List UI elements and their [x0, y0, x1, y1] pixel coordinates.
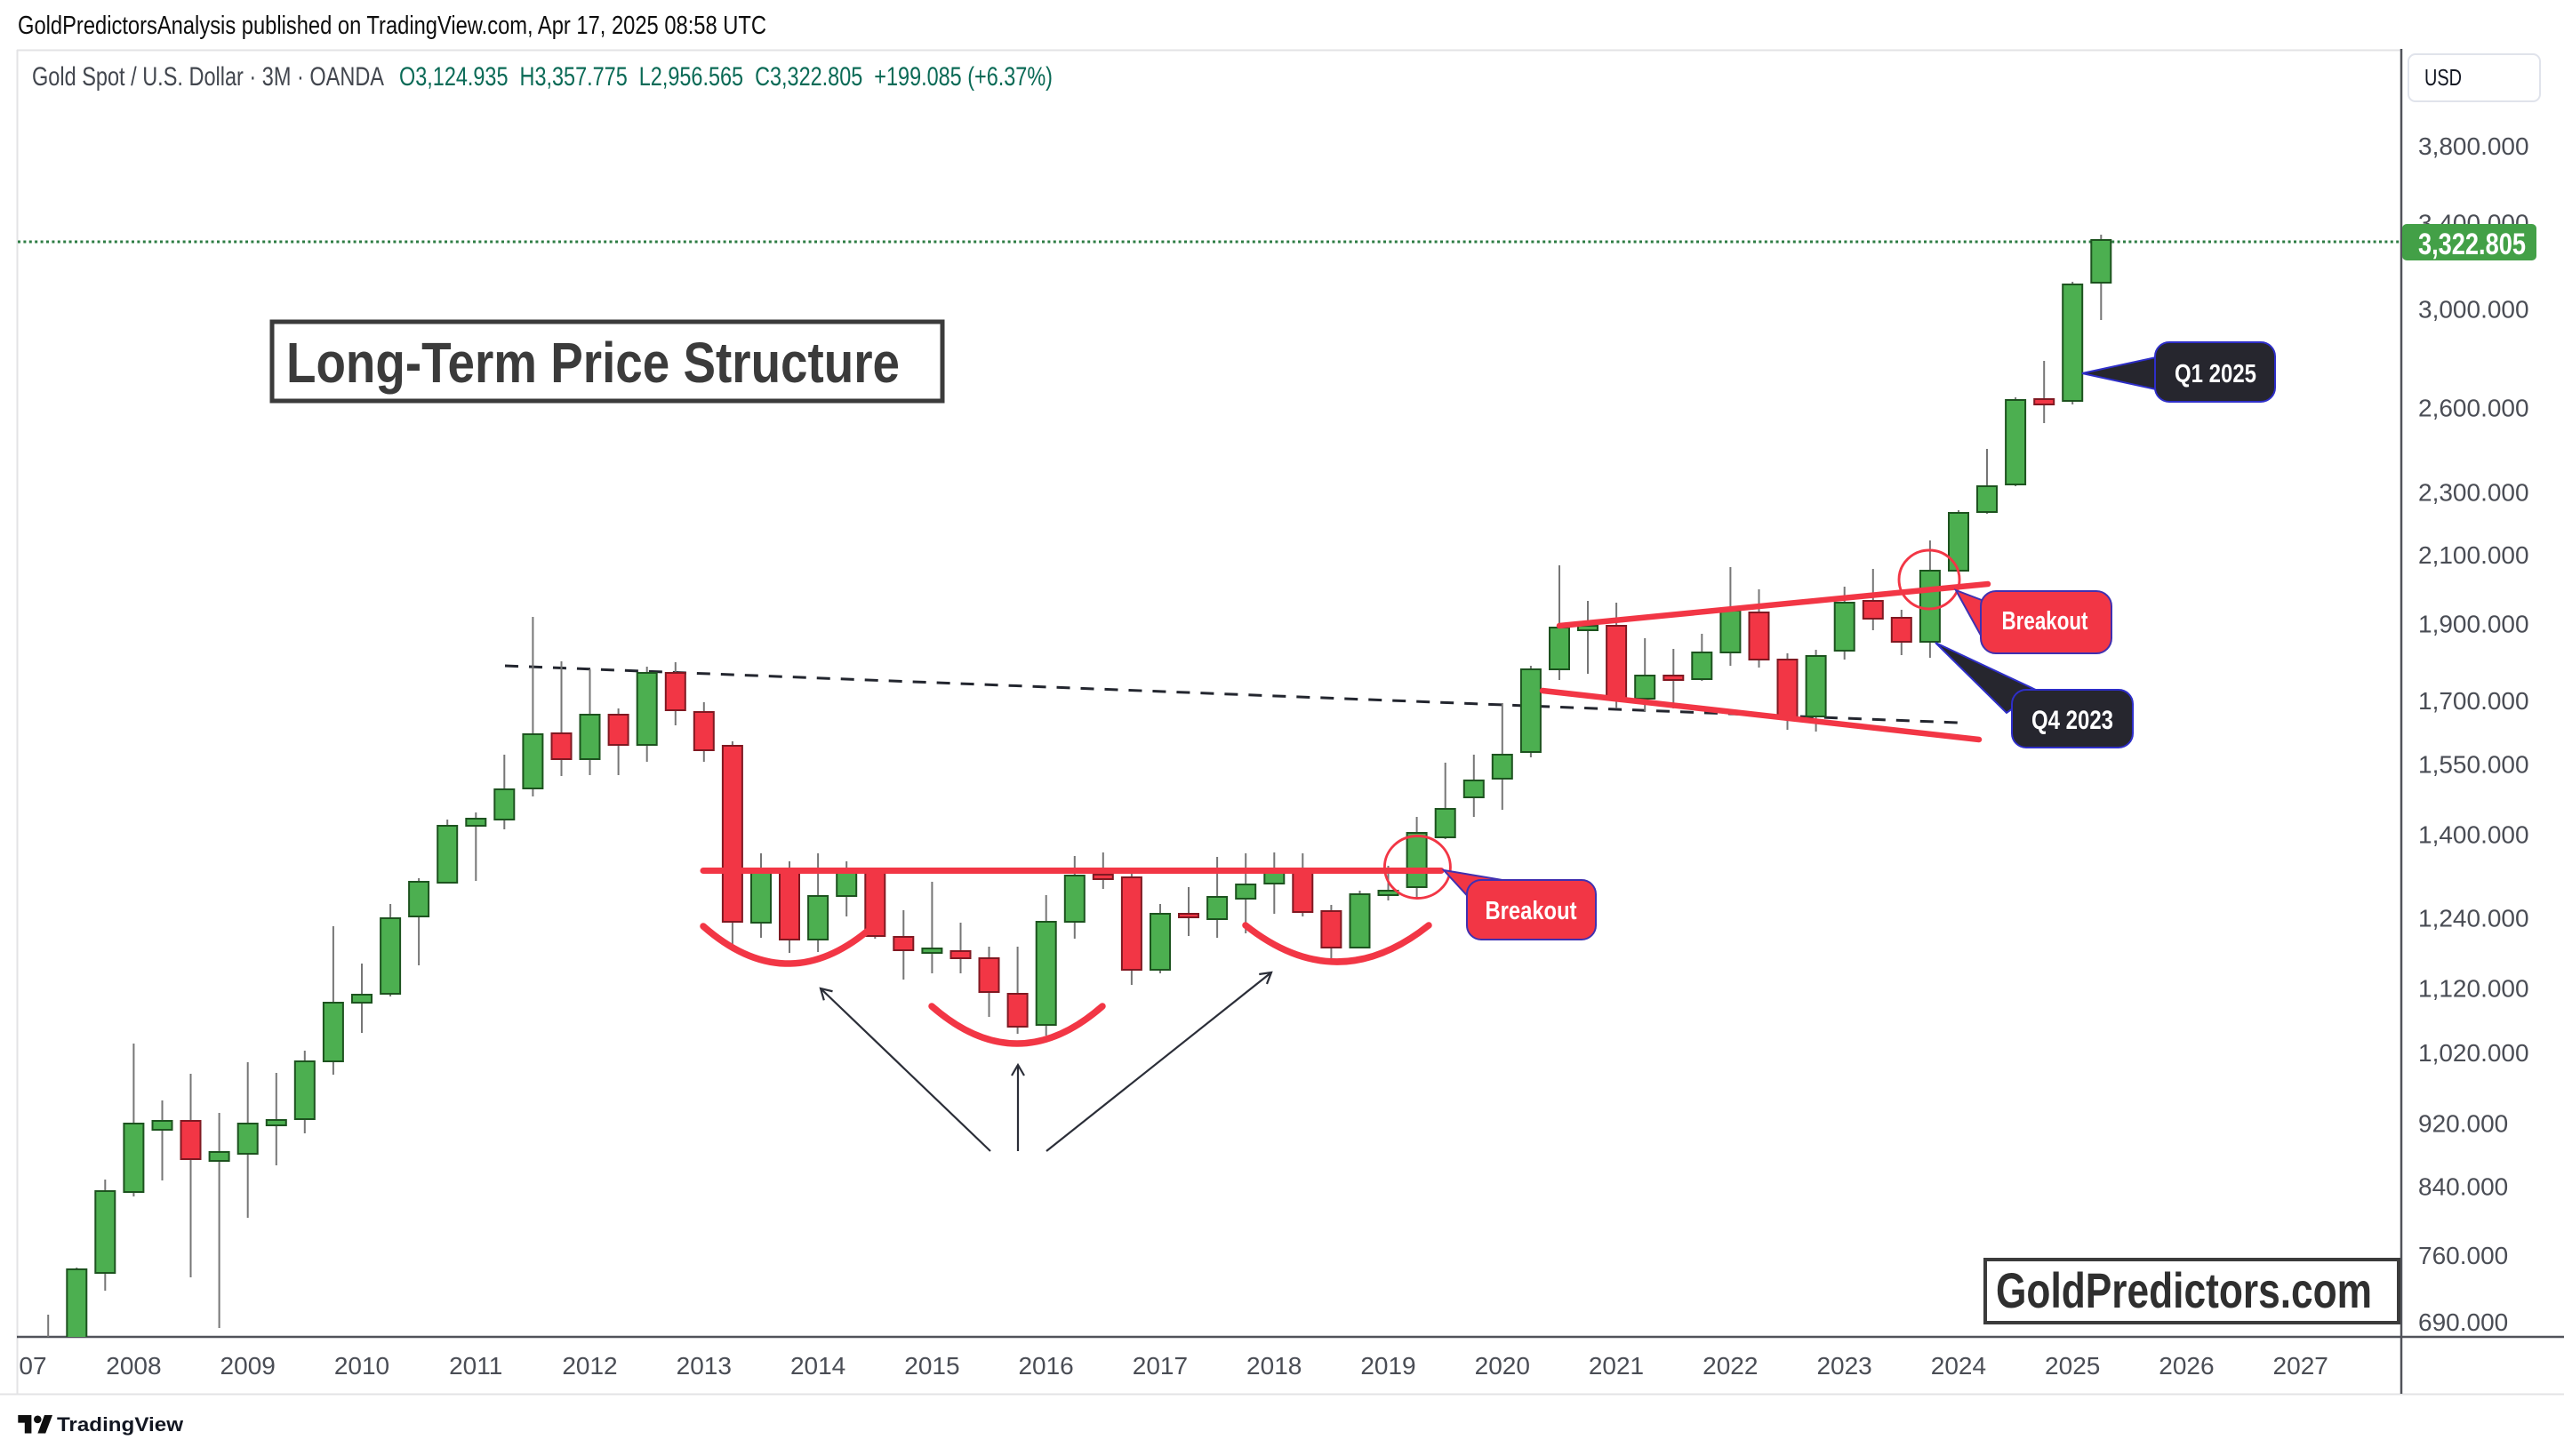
- svg-text:3,322.805: 3,322.805: [2418, 228, 2526, 261]
- svg-text:07: 07: [19, 1352, 46, 1380]
- svg-text:1,700.000: 1,700.000: [2418, 687, 2529, 715]
- svg-text:2013: 2013: [677, 1352, 732, 1380]
- svg-text:690.000: 690.000: [2418, 1308, 2508, 1336]
- svg-text:2,100.000: 2,100.000: [2418, 541, 2529, 569]
- svg-text:2023: 2023: [1816, 1352, 1871, 1380]
- svg-text:2014: 2014: [790, 1352, 845, 1380]
- svg-text:760.000: 760.000: [2418, 1242, 2508, 1269]
- svg-text:Breakout: Breakout: [1486, 897, 1577, 925]
- svg-text:GoldPredictorsAnalysis publish: GoldPredictorsAnalysis published on Trad…: [18, 12, 766, 40]
- svg-text:Q4 2023: Q4 2023: [2031, 706, 2113, 735]
- svg-text:1,400.000: 1,400.000: [2418, 820, 2529, 848]
- svg-text:2011: 2011: [449, 1352, 502, 1380]
- svg-text:USD: USD: [2424, 64, 2462, 91]
- svg-text:2021: 2021: [1589, 1352, 1644, 1380]
- svg-text:2,600.000: 2,600.000: [2418, 394, 2529, 421]
- svg-text:Breakout: Breakout: [2002, 607, 2088, 636]
- svg-text:TradingView: TradingView: [57, 1413, 184, 1436]
- svg-text:2027: 2027: [2273, 1352, 2328, 1380]
- svg-text:2022: 2022: [1703, 1352, 1758, 1380]
- svg-text:2009: 2009: [220, 1352, 276, 1380]
- svg-text:3,800.000: 3,800.000: [2418, 132, 2529, 160]
- svg-text:2026: 2026: [2159, 1352, 2214, 1380]
- svg-text:2,300.000: 2,300.000: [2418, 478, 2529, 506]
- svg-text:1,900.000: 1,900.000: [2418, 611, 2529, 638]
- svg-text:2017: 2017: [1133, 1352, 1188, 1380]
- svg-text:1,240.000: 1,240.000: [2418, 904, 2529, 932]
- svg-text:2012: 2012: [562, 1352, 617, 1380]
- svg-text:2018: 2018: [1246, 1352, 1302, 1380]
- svg-text:2016: 2016: [1018, 1352, 1073, 1380]
- svg-text:Long-Term Price Structure: Long-Term Price Structure: [286, 331, 900, 395]
- svg-text:3,000.000: 3,000.000: [2418, 296, 2529, 324]
- svg-text:920.000: 920.000: [2418, 1110, 2508, 1138]
- svg-text:840.000: 840.000: [2418, 1172, 2508, 1200]
- svg-text:1,020.000: 1,020.000: [2418, 1039, 2529, 1067]
- svg-text:O3,124.935 H3,357.775 L2,956: O3,124.935 H3,357.775 L2,956.565 C3,322.…: [399, 62, 1053, 92]
- svg-text:2008: 2008: [106, 1352, 161, 1380]
- svg-text:2015: 2015: [904, 1352, 959, 1380]
- svg-text:2024: 2024: [1931, 1352, 1986, 1380]
- svg-text:2025: 2025: [2045, 1352, 2100, 1380]
- svg-text:2019: 2019: [1360, 1352, 1415, 1380]
- svg-text:1,550.000: 1,550.000: [2418, 750, 2529, 778]
- svg-text:2020: 2020: [1475, 1352, 1530, 1380]
- svg-text:GoldPredictors.com: GoldPredictors.com: [1996, 1262, 2372, 1318]
- svg-text:Q1 2025: Q1 2025: [2175, 360, 2256, 388]
- svg-text:1,120.000: 1,120.000: [2418, 974, 2529, 1002]
- svg-text:Gold Spot / U.S. Dollar · 3M ·: Gold Spot / U.S. Dollar · 3M · OANDA: [32, 62, 384, 92]
- svg-text:2010: 2010: [334, 1352, 389, 1380]
